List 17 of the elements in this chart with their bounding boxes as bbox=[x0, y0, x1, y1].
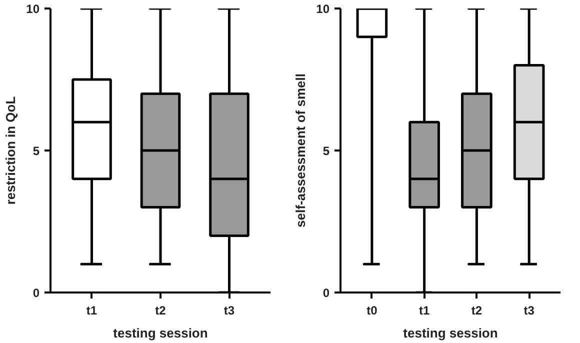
x-tick-label: t3 bbox=[524, 304, 535, 318]
y-tick-label: 5 bbox=[322, 144, 330, 158]
x-tick-label: t2 bbox=[471, 304, 482, 318]
x-axis-title: testing session bbox=[113, 326, 208, 340]
x-tick-label: t1 bbox=[86, 304, 98, 318]
y-tick-label: 0 bbox=[322, 286, 330, 300]
x-axis-title: testing session bbox=[403, 326, 498, 340]
y-axis-title: restriction in QoL bbox=[3, 96, 18, 205]
y-tick-label: 0 bbox=[32, 286, 40, 300]
x-tick-label: t0 bbox=[366, 304, 378, 318]
y-axis-title: self-assessment of smell bbox=[293, 74, 308, 228]
y-tick-label: 10 bbox=[26, 2, 40, 16]
x-tick-label: t3 bbox=[224, 304, 235, 318]
x-tick-label: t2 bbox=[155, 304, 166, 318]
y-tick-label: 10 bbox=[316, 2, 330, 16]
x-tick-label: t1 bbox=[418, 304, 430, 318]
y-tick-label: 5 bbox=[32, 144, 40, 158]
